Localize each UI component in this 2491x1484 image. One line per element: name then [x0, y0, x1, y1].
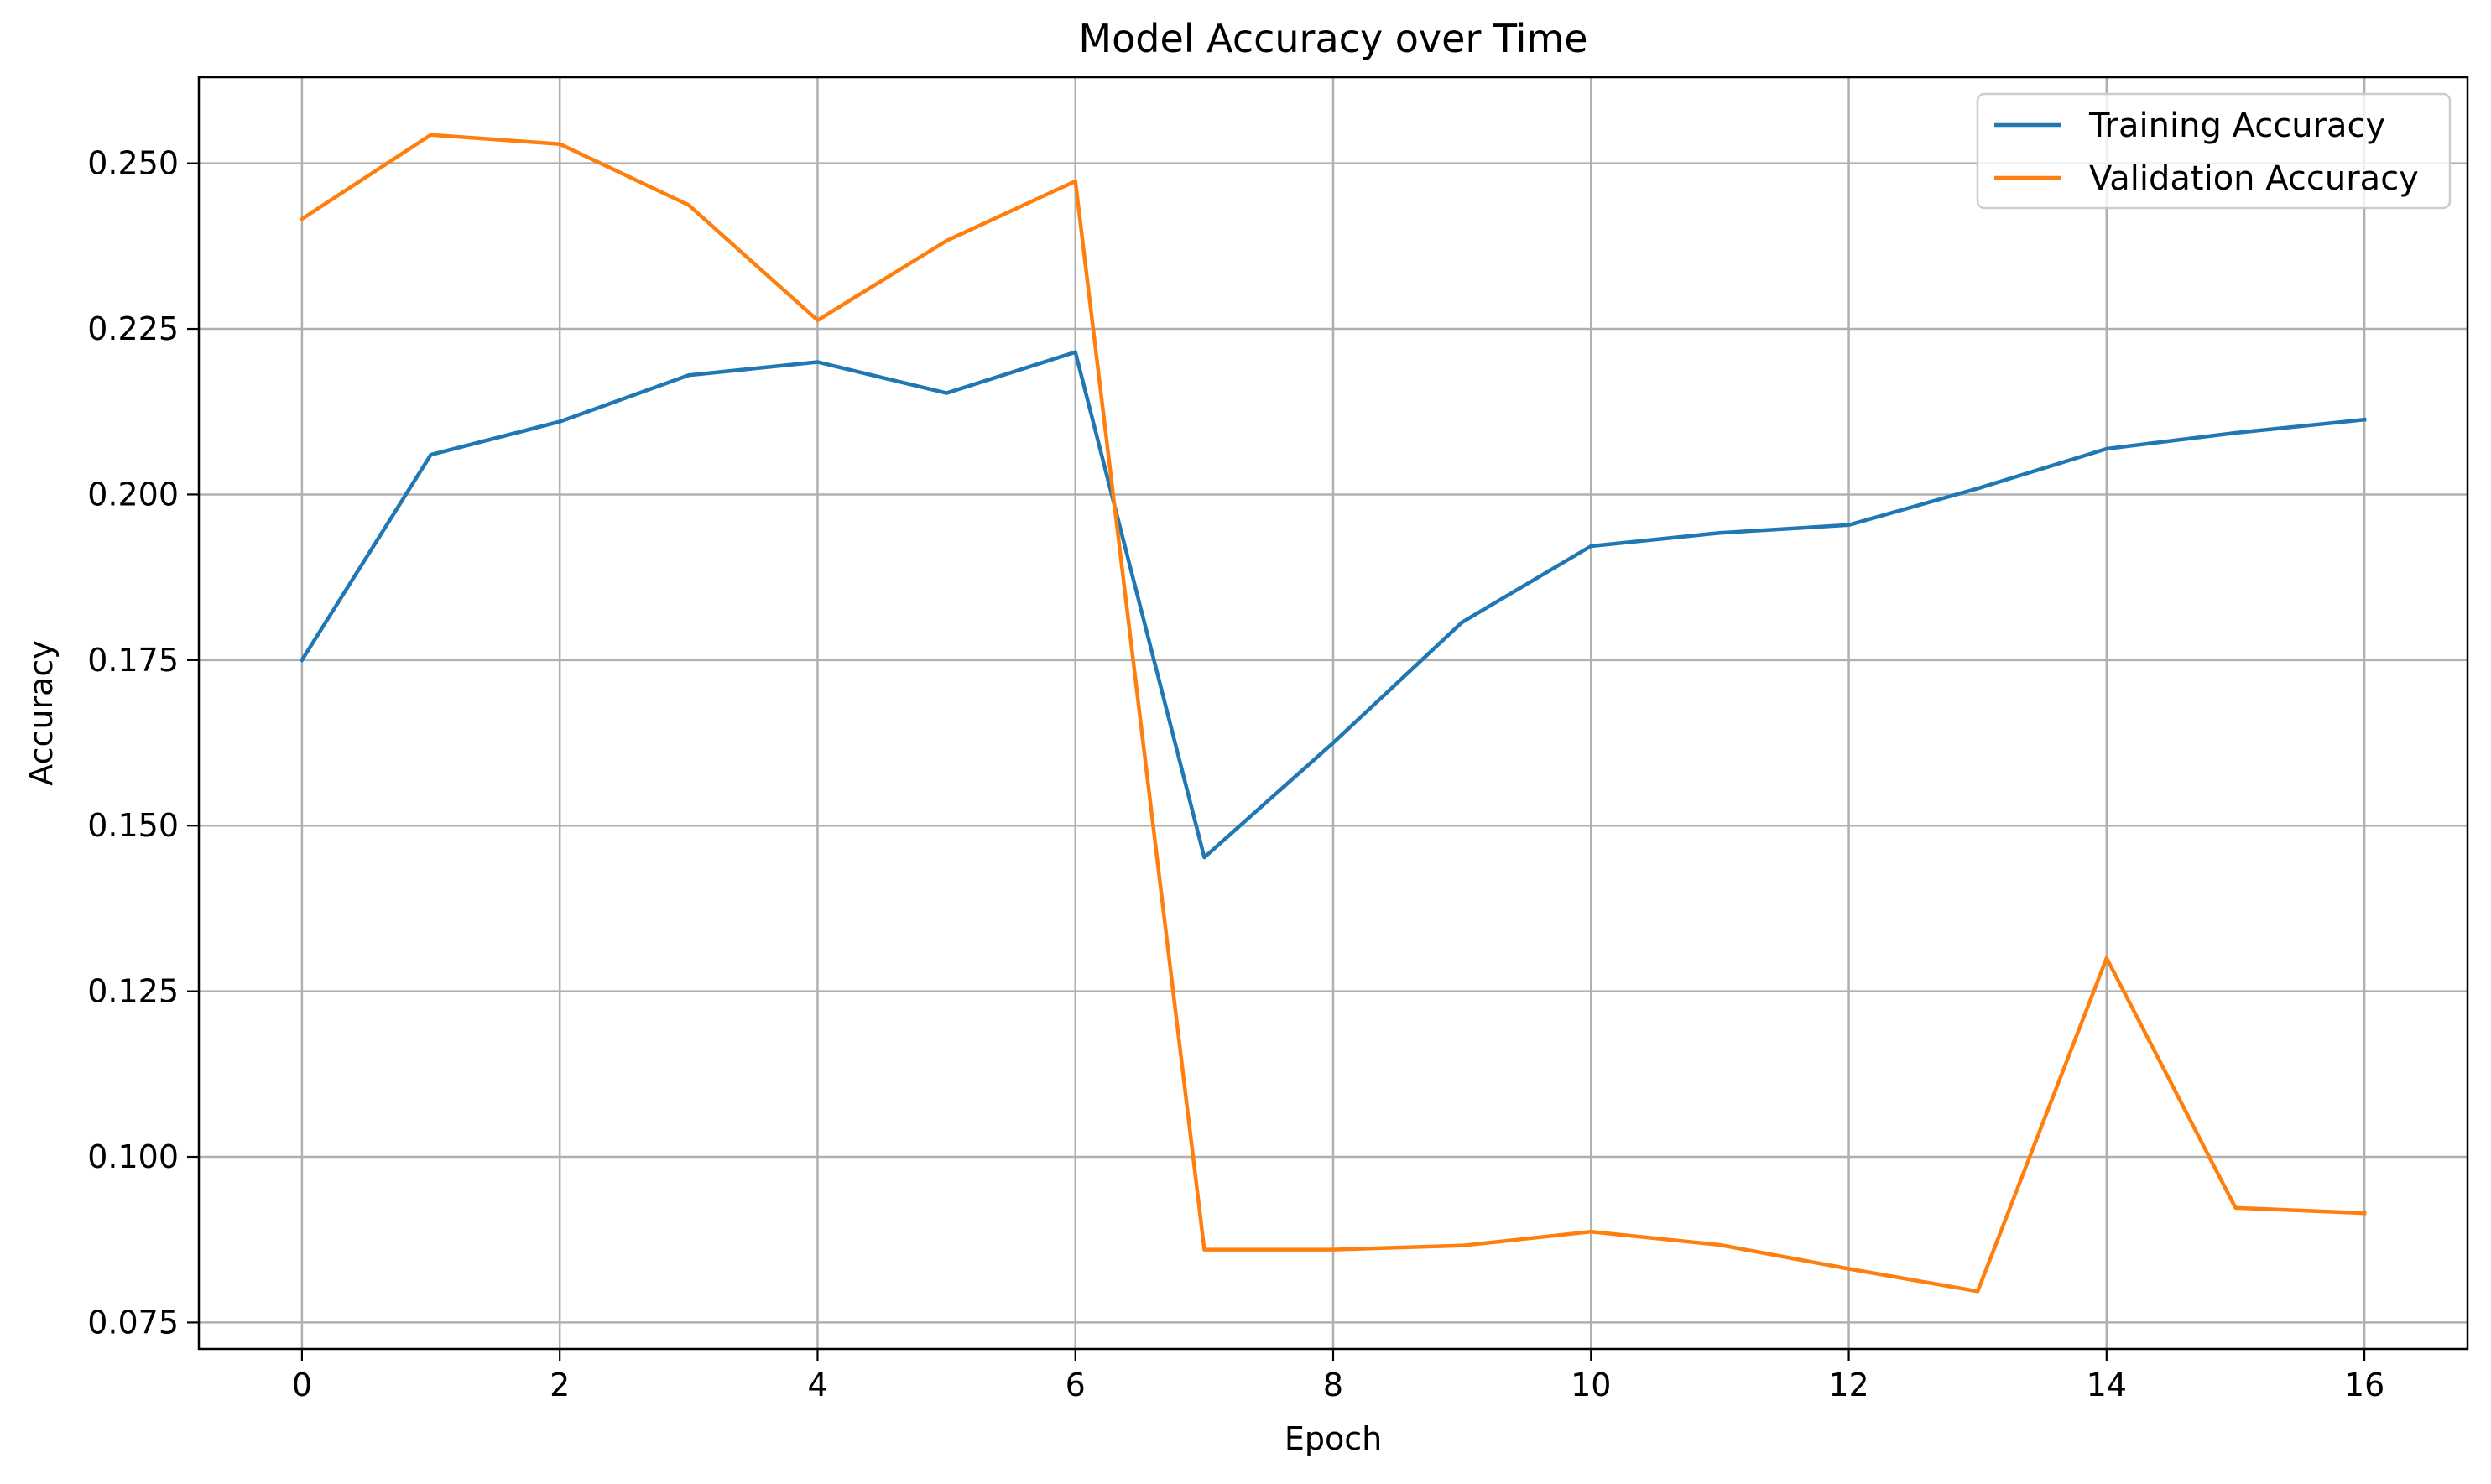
- x-tick-label: 4: [807, 1367, 827, 1403]
- series-line-training-accuracy: [299, 350, 2367, 860]
- legend-label: Training Accuracy: [2088, 107, 2385, 145]
- grid: [199, 77, 2468, 1349]
- y-tick-label: 0.100: [87, 1138, 179, 1175]
- x-tick-label: 8: [1323, 1367, 1343, 1403]
- y-tick-label: 0.075: [87, 1304, 179, 1341]
- y-tick-label: 0.200: [87, 476, 179, 513]
- x-axis-ticks: 0 2 4 6 8 10 12 14 16: [292, 1349, 2384, 1403]
- x-tick-label: 10: [1571, 1367, 1611, 1403]
- x-tick-label: 6: [1066, 1367, 1086, 1403]
- x-tick-label: 14: [2087, 1367, 2127, 1403]
- x-axis-title: Epoch: [1285, 1420, 1382, 1457]
- y-tick-label: 0.125: [87, 973, 179, 1010]
- x-tick-label: 0: [292, 1367, 312, 1403]
- y-axis-ticks: 0.075 0.100 0.125 0.150 0.175 0.200 0.225 0.250: [87, 145, 199, 1341]
- chart-title: Model Accuracy over Time: [1078, 16, 1587, 61]
- y-axis-title: Accuracy: [23, 640, 60, 786]
- y-tick-label: 0.250: [87, 145, 179, 182]
- x-tick-label: 12: [1828, 1367, 1868, 1403]
- y-tick-label: 0.150: [87, 807, 179, 844]
- legend-box: [1976, 92, 2452, 210]
- legend: Training Accuracy Validation Accuracy: [1976, 92, 2452, 210]
- x-tick-label: 2: [550, 1367, 570, 1403]
- y-tick-label: 0.175: [87, 642, 179, 679]
- series-line-validation-accuracy: [299, 133, 2367, 1294]
- legend-label: Validation Accuracy: [2089, 159, 2419, 198]
- series-lines: [299, 133, 2367, 1294]
- x-tick-label: 16: [2344, 1367, 2384, 1403]
- y-tick-label: 0.225: [87, 310, 179, 347]
